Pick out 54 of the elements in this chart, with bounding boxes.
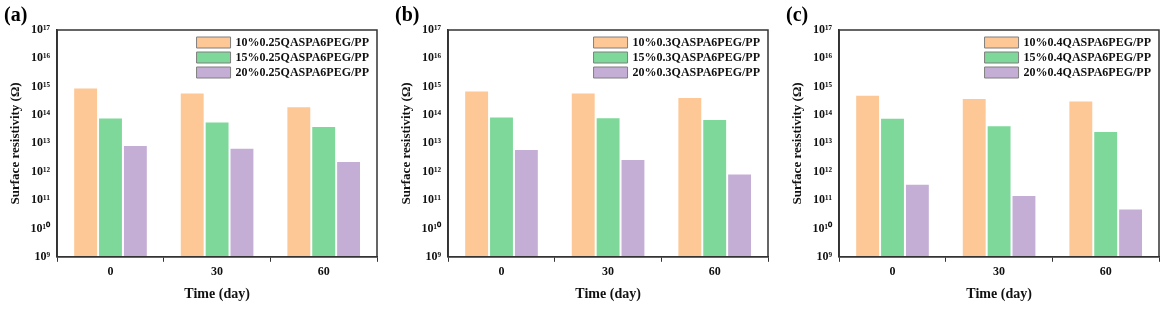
legend-label: 20%0.25QASPA6PEG/PP xyxy=(235,64,370,79)
y-tick-label: 10¹⁶ xyxy=(421,50,442,65)
y-tick-label: 10¹⁴ xyxy=(421,107,442,122)
y-tick-label: 10¹⁶ xyxy=(30,50,51,65)
chart-title: (c) xyxy=(786,3,809,27)
chart-title: (a) xyxy=(4,3,28,27)
legend-label: 10%0.3QASPA6PEG/PP xyxy=(632,34,761,49)
x-tick-label: 30 xyxy=(602,264,615,279)
x-tick-label: 60 xyxy=(708,264,721,279)
y-tick-label: 10¹¹ xyxy=(421,192,442,207)
legend-label: 10%0.4QASPA6PEG/PP xyxy=(1023,34,1152,49)
y-tick-label: 10¹⁵ xyxy=(812,78,833,93)
y-tick-label: 10¹¹ xyxy=(30,192,51,207)
legend-label: 10%0.25QASPA6PEG/PP xyxy=(235,34,370,49)
y-tick-label: 10¹⁰ xyxy=(421,220,443,235)
legend-label: 15%0.3QASPA6PEG/PP xyxy=(632,49,761,64)
x-axis-title: Time (day) xyxy=(966,286,1033,303)
y-tick-label: 10⁹ xyxy=(425,248,442,263)
y-tick-label: 10¹⁰ xyxy=(30,220,52,235)
y-tick-label: 10¹³ xyxy=(812,135,833,150)
x-axis-title: Time (day) xyxy=(184,286,251,303)
y-tick-label: 10¹⁷ xyxy=(421,22,442,37)
y-tick-label: 10¹⁰ xyxy=(812,220,834,235)
x-tick-label: 30 xyxy=(993,264,1006,279)
x-tick-label: 60 xyxy=(1099,264,1112,279)
x-axis-title: Time (day) xyxy=(575,286,642,303)
y-tick-label: 10¹² xyxy=(421,163,442,178)
y-tick-label: 10¹⁵ xyxy=(421,78,442,93)
x-tick-label: 60 xyxy=(317,264,330,279)
y-axis-title: Surface resistivity (Ω) xyxy=(398,82,414,205)
y-axis-title: Surface resistivity (Ω) xyxy=(7,82,23,205)
x-tick-label: 0 xyxy=(498,264,505,279)
y-tick-label: 10⁹ xyxy=(34,248,51,263)
x-tick-label: 0 xyxy=(107,264,114,279)
y-tick-label: 10¹⁷ xyxy=(30,22,51,37)
y-tick-label: 10¹³ xyxy=(30,135,51,150)
y-tick-label: 10¹⁵ xyxy=(30,78,51,93)
x-tick-label: 30 xyxy=(211,264,224,279)
y-tick-label: 10¹⁷ xyxy=(812,22,833,37)
y-tick-label: 10¹⁶ xyxy=(812,50,833,65)
x-tick-label: 0 xyxy=(889,264,896,279)
legend-label: 20%0.3QASPA6PEG/PP xyxy=(632,64,761,79)
y-tick-label: 10¹⁴ xyxy=(812,107,833,122)
y-tick-label: 10⁹ xyxy=(816,248,833,263)
y-tick-label: 10¹¹ xyxy=(812,192,833,207)
legend-label: 15%0.4QASPA6PEG/PP xyxy=(1023,49,1152,64)
legend-label: 15%0.25QASPA6PEG/PP xyxy=(235,49,370,64)
y-tick-label: 10¹³ xyxy=(421,135,442,150)
y-tick-label: 10¹⁴ xyxy=(30,107,51,122)
y-tick-label: 10¹² xyxy=(30,163,51,178)
legend-label: 20%0.4QASPA6PEG/PP xyxy=(1023,64,1152,79)
chart-title: (b) xyxy=(395,3,420,27)
y-axis-title: Surface resistivity (Ω) xyxy=(789,82,805,205)
y-tick-label: 10¹² xyxy=(812,163,833,178)
